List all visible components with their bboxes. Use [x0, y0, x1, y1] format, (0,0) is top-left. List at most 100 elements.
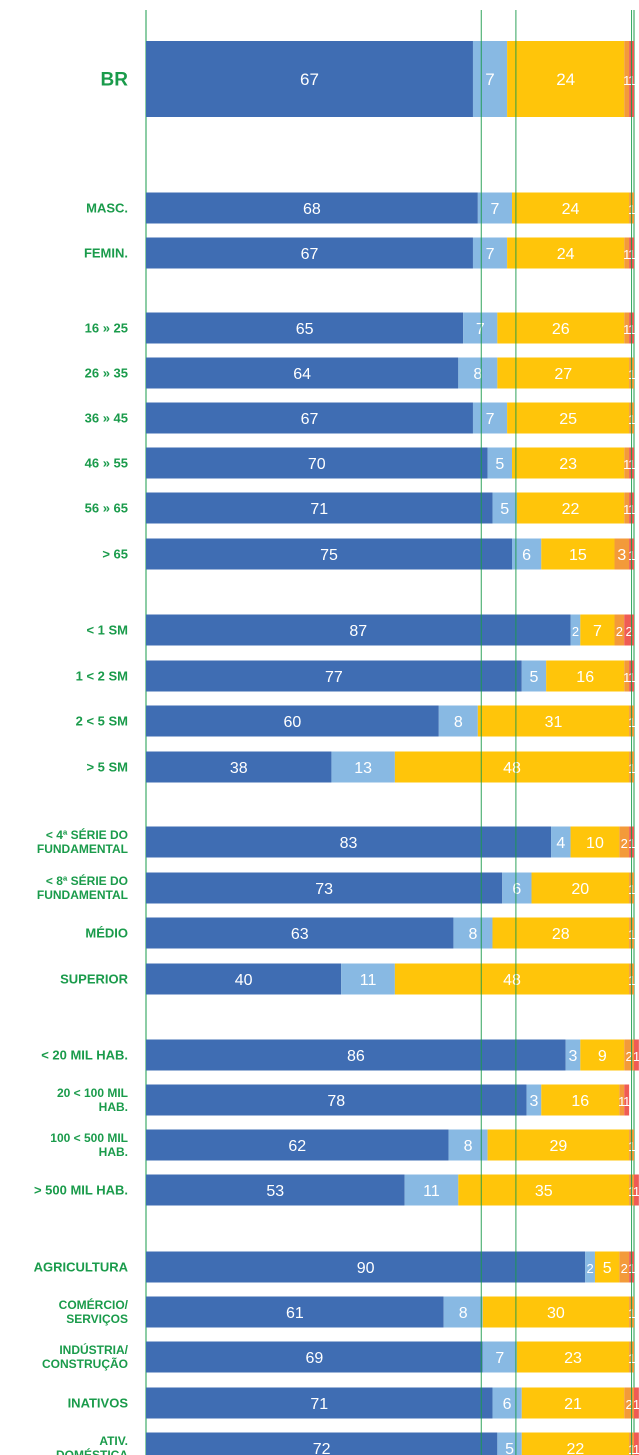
category-label-500-mil-hab: > 500 MIL HAB. — [34, 1183, 128, 1198]
value-label-1-sm-s3: 7 — [593, 623, 602, 640]
bar-1-2-sm-s1 — [146, 660, 522, 692]
value-label-20-100-mil-hab-s4: 1 — [618, 1094, 625, 1109]
value-label-20-100-mil-hab-s1: 78 — [327, 1093, 345, 1110]
value-label-1-2-sm-s1: 77 — [325, 669, 343, 686]
bar-26-35-s2 — [458, 357, 498, 389]
bar-inativos-s3 — [521, 1387, 625, 1419]
bar-5-sm-s2 — [331, 751, 395, 783]
category-label-inativos: INATIVOS — [68, 1396, 129, 1411]
bar-com-rcio-servi-os-s2 — [443, 1296, 483, 1328]
category-label-100-500-mil-hab: 100 < 500 MIL HAB. — [50, 1131, 128, 1159]
category-label-2-5-sm: 2 < 5 SM — [76, 714, 128, 729]
bar-36-45-s1 — [146, 402, 473, 434]
category-label-65: > 65 — [102, 547, 128, 562]
value-label-8-s-rie-do-fundamental-s2: 6 — [512, 881, 521, 898]
bar-65-s3 — [541, 538, 615, 570]
category-label-26-35: 26 » 35 — [85, 366, 128, 381]
value-label-100-500-mil-hab-s1: 62 — [288, 1138, 306, 1155]
value-label-20-100-mil-hab-s3: 16 — [571, 1093, 589, 1110]
value-label-8-s-rie-do-fundamental-s3: 20 — [571, 881, 589, 898]
value-label-1-sm-s1: 87 — [349, 623, 367, 640]
bar-femin-s3 — [507, 237, 625, 269]
value-label-20-100-mil-hab-s5: 1 — [623, 1094, 630, 1109]
bar-masc-s2 — [477, 192, 512, 224]
bar-1-sm-s1 — [146, 614, 571, 646]
value-label-46-55-s2: 5 — [495, 456, 504, 473]
value-label-65-s2: 6 — [522, 547, 531, 564]
value-label-36-45-s3: 25 — [559, 411, 577, 428]
bar-m-dio-s3 — [492, 917, 630, 949]
bar-m-dio-s2 — [453, 917, 493, 949]
category-label-femin: FEMIN. — [84, 246, 128, 261]
bar-agricultura-s1 — [146, 1251, 586, 1283]
bar-femin-s2 — [472, 237, 508, 269]
category-label-16-25: 16 » 25 — [85, 321, 128, 336]
value-label-1-sm-s2: 2 — [572, 624, 579, 639]
category-label-5-sm: > 5 SM — [86, 760, 128, 775]
value-label-2-5-sm-s3: 31 — [545, 714, 563, 731]
bar-br-s3 — [507, 41, 625, 117]
value-label-superior-s3: 48 — [503, 972, 521, 989]
value-label-5-sm-s3: 48 — [503, 760, 521, 777]
category-label-agricultura: AGRICULTURA — [34, 1260, 129, 1275]
value-label-m-dio-s1: 63 — [291, 926, 309, 943]
value-label-br-s4: 1 — [623, 73, 630, 88]
value-label-agricultura-s1: 90 — [357, 1260, 375, 1277]
value-label-500-mil-hab-s3: 35 — [535, 1183, 553, 1200]
value-label-1-2-sm-s4: 1 — [623, 670, 630, 685]
bar-ind-stria-constru-o-s3 — [516, 1341, 630, 1373]
bar-masc-s3 — [512, 192, 630, 224]
bar-2-5-sm-s1 — [146, 705, 439, 737]
bar-ativ-dom-stica-s3 — [521, 1432, 630, 1455]
value-label-20-mil-hab-s5: 1 — [633, 1049, 639, 1064]
value-label-ativ-dom-stica-s5: 1 — [633, 1442, 639, 1455]
bar-agricultura-s2 — [585, 1251, 595, 1283]
bar-20-mil-hab-s2 — [565, 1039, 581, 1071]
value-label-8-s-rie-do-fundamental-s1: 73 — [315, 881, 333, 898]
bar-inativos-s1 — [146, 1387, 493, 1419]
value-label-500-mil-hab-s5: 1 — [633, 1184, 639, 1199]
value-label-500-mil-hab-s2: 11 — [423, 1183, 440, 1200]
category-label-20-100-mil-hab: 20 < 100 MIL HAB. — [57, 1086, 128, 1114]
value-label-superior-s1: 40 — [235, 972, 253, 989]
bar-1-sm-s3 — [580, 614, 615, 646]
bar-inativos-s5 — [634, 1387, 639, 1419]
bar-46-55-s1 — [146, 447, 488, 479]
value-label-26-35-s3: 27 — [554, 366, 572, 383]
bar-500-mil-hab-s2 — [404, 1174, 459, 1206]
bar-20-mil-hab-s5 — [634, 1039, 639, 1071]
value-label-com-rcio-servi-os-s3: 30 — [547, 1305, 565, 1322]
value-label-5-sm-s1: 38 — [230, 760, 248, 777]
value-label-1-sm-s4: 2 — [616, 624, 623, 639]
bar-femin-s1 — [146, 237, 473, 269]
category-label-ind-stria-constru-o: INDÚSTRIA/CONSTRUÇÃO — [42, 1342, 129, 1371]
bar-br-s2 — [472, 41, 508, 117]
bar-superior-s2 — [341, 963, 395, 995]
value-label-4-s-rie-do-fundamental-s4: 2 — [621, 836, 628, 851]
bar-46-55-s4 — [624, 447, 630, 479]
bar-femin-s4 — [624, 237, 630, 269]
value-label-100-500-mil-hab-s3: 29 — [549, 1138, 567, 1155]
value-label-agricultura-s2: 2 — [586, 1261, 593, 1276]
bar-com-rcio-servi-os-s3 — [482, 1296, 630, 1328]
value-label-4-s-rie-do-fundamental-s3: 10 — [586, 835, 604, 852]
value-label-20-mil-hab-s1: 86 — [347, 1048, 365, 1065]
bar-br-s4 — [624, 41, 630, 117]
bar-500-mil-hab-s5 — [634, 1174, 639, 1206]
bar-ind-stria-constru-o-s1 — [146, 1341, 483, 1373]
bar-36-45-s3 — [507, 402, 630, 434]
value-label-agricultura-s3: 5 — [603, 1260, 612, 1277]
value-label-36-45-s2: 7 — [486, 411, 495, 428]
value-label-ind-stria-constru-o-s3: 23 — [564, 1350, 582, 1367]
bar-36-45-s2 — [472, 402, 508, 434]
bar-masc-s1 — [146, 192, 478, 224]
bar-8-s-rie-do-fundamental-s1 — [146, 872, 503, 904]
bar-20-mil-hab-s1 — [146, 1039, 566, 1071]
bar-5-sm-s1 — [146, 751, 332, 783]
bar-20-100-mil-hab-s1 — [146, 1084, 527, 1116]
bar-20-100-mil-hab-s5 — [624, 1084, 630, 1116]
value-label-masc-s3: 24 — [562, 201, 580, 218]
value-label-femin-s1: 67 — [301, 246, 319, 263]
category-label-1-sm: < 1 SM — [86, 623, 128, 638]
value-label-1-2-sm-s3: 16 — [576, 669, 594, 686]
